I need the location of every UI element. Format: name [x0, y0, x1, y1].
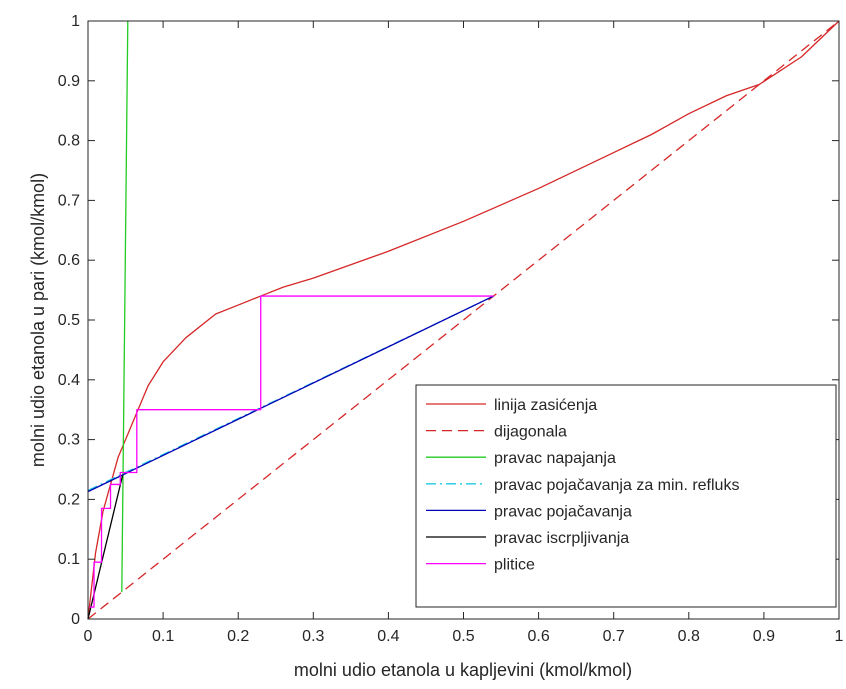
- x-tick-label: 0.1: [152, 628, 174, 645]
- y-tick-label: 0: [71, 611, 80, 628]
- legend-label: pravac iscrpljivanja: [494, 530, 629, 547]
- y-tick-label: 0.2: [58, 491, 80, 508]
- series-line-pravac-pojacavanja: [87, 295, 494, 493]
- x-tick-label: 0.6: [527, 628, 549, 645]
- series-line-linija-zasicenja: [87, 20, 840, 620]
- ticks-layer: 0 0.1 0.2 0.3 0.4 0.5 0.6 0.7 0.8 0.9 1 0 0.1 0.2 0.3 0…: [58, 13, 844, 645]
- y-tick-label: 0.9: [58, 73, 80, 90]
- x-tick-label: 0.3: [302, 628, 324, 645]
- y-tick-label: 0.4: [58, 372, 80, 389]
- legend-label: pravac pojačavanja za min. refluks: [494, 477, 739, 494]
- x-tick-label: 1: [835, 628, 844, 645]
- y-tick-label: 0.7: [58, 192, 80, 209]
- legend-entries: linija zasićenja dijagonala pravac napajan…: [426, 397, 739, 574]
- x-tick-label: 0.9: [753, 628, 775, 645]
- x-tick-label: 0.5: [452, 628, 474, 645]
- legend-label: linija zasićenja: [494, 397, 597, 414]
- y-axis-label: molni udio etanola u pari (kmol/kmol): [28, 173, 48, 467]
- x-tick-label: 0.4: [377, 628, 399, 645]
- series-line-plitice: [89, 295, 494, 608]
- legend-box: [415, 384, 837, 608]
- y-tick-label: 0.3: [58, 432, 80, 449]
- y-tick-label: 1: [71, 13, 80, 30]
- x-tick-label: 0: [84, 628, 93, 645]
- x-tick-label: 0.7: [603, 628, 625, 645]
- legend-label: dijagonala: [494, 424, 567, 441]
- legend: linija zasićenja dijagonala pravac napajan…: [415, 384, 837, 608]
- y-tick-label: 0.1: [58, 551, 80, 568]
- y-tick-label: 0.5: [58, 312, 80, 329]
- series-line-dijagonala: [87, 20, 840, 620]
- y-tick-label: 0.8: [58, 133, 80, 150]
- x-tick-label: 0.2: [227, 628, 249, 645]
- series-layer: [87, 20, 840, 620]
- series-line-pravac-napajanja: [121, 20, 129, 593]
- legend-label: plitice: [494, 557, 535, 574]
- legend-label: pravac napajanja: [494, 450, 616, 467]
- x-axis-label: molni udio etanola u kapljevini (kmol/km…: [294, 660, 632, 680]
- legend-label: pravac pojačavanja: [494, 503, 632, 520]
- y-tick-label: 0.6: [58, 252, 80, 269]
- x-tick-label: 0.8: [678, 628, 700, 645]
